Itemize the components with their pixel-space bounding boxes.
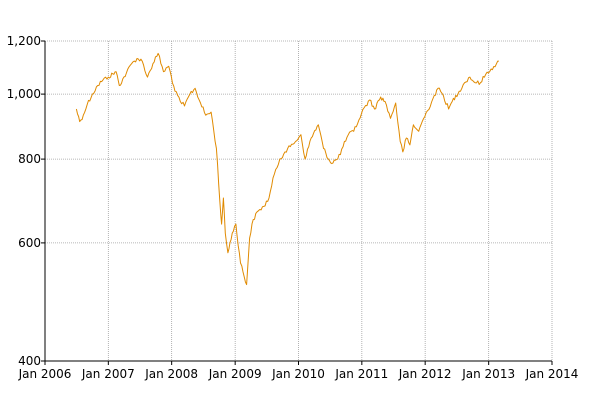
y-tick-label: 400 [18, 354, 41, 368]
y-tick-label: 800 [18, 152, 41, 166]
x-tick-label: Jan 2010 [271, 367, 325, 381]
y-tick-label: 1,000 [7, 87, 41, 101]
grid [45, 40, 553, 361]
y-tick-label: 1,200 [7, 34, 41, 48]
x-axis-ticks: Jan 2006 Jan 2007 Jan 2008 Jan 2009 Jan 2010… [18, 361, 579, 381]
x-tick-label: Jan 2011 [334, 367, 388, 381]
y-tick-label: 600 [18, 236, 41, 250]
x-tick-label: Jan 2007 [81, 367, 135, 381]
series-line [75, 52, 499, 286]
x-tick-label: Jan 2009 [208, 367, 262, 381]
x-tick-label: Jan 2012 [398, 367, 452, 381]
x-tick-label: Jan 2014 [525, 367, 579, 381]
x-tick-label: Jan 2013 [461, 367, 515, 381]
series-layer [75, 52, 499, 286]
x-tick-label: Jan 2008 [144, 367, 198, 381]
x-tick-label: Jan 2006 [18, 367, 72, 381]
y-axis-ticks: 400 600 800 1,000 1,200 [7, 34, 45, 368]
